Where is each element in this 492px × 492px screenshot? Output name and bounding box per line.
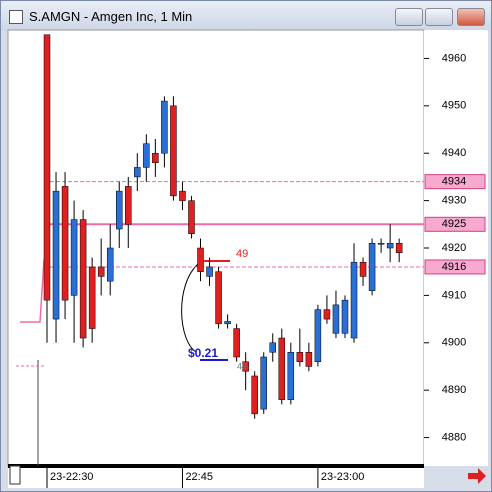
price-level-label: 4934 [442,176,466,188]
price-level-box [424,174,486,190]
candle-body [179,190,186,201]
price-axis [424,30,488,466]
candle-body [134,167,141,178]
scroll-handle[interactable] [9,465,21,485]
candle-body [287,352,295,400]
y-tick-label: 4930 [442,195,466,207]
candle-body [350,261,358,339]
candle-body [305,352,313,367]
candle-body [359,261,367,277]
annotation: $0.21 [188,346,218,360]
window-icon [9,10,23,24]
candle-body [233,328,240,358]
x-tick-label: 23-23:00 [321,471,364,483]
x-tick-label: 23-22:30 [50,471,93,483]
candle-body [323,309,331,320]
y-tick-label: 4920 [442,242,466,254]
y-tick-label: 4880 [442,431,466,443]
candle-body [70,219,78,296]
y-tick-label: 4900 [442,337,466,349]
candle-body [314,309,322,362]
candle-body [161,100,168,154]
candle-body [143,143,150,168]
plot-area [7,29,425,467]
candle-body [278,337,286,400]
candle-body [88,266,96,329]
candle-body [395,243,403,253]
price-level-box [424,259,486,275]
time-axis [8,466,424,488]
candle-body [368,243,376,291]
candle-body [188,200,195,235]
candle-body [215,271,222,325]
candle-body [61,186,69,301]
close-button[interactable] [457,8,485,26]
x-tick-label: 22:45 [185,471,213,483]
minimize-button[interactable] [395,8,423,26]
y-tick-label: 4940 [442,147,466,159]
candle-body [224,321,231,325]
y-tick-label: 4960 [442,52,466,64]
candle-body [106,247,114,282]
y-tick-label: 4890 [442,384,466,396]
candle-body [115,190,123,230]
candle-body [377,243,385,245]
candle-body [386,243,394,249]
candle-body [260,356,267,410]
candle-body [206,266,213,277]
annotation: 49 [237,361,247,371]
candle-body [152,152,159,163]
candle-body [97,266,105,277]
annotation: 49 [236,248,248,260]
y-tick-label: 4950 [442,100,466,112]
y-tick-label: 4910 [442,289,466,301]
maximize-button[interactable] [425,8,453,26]
candle-body [341,299,349,334]
price-level-box [424,216,486,232]
annotation-arc [181,263,199,353]
candle-body [52,190,60,320]
candle-body [125,186,132,225]
candle-body [197,247,204,272]
window-title: S.AMGN - Amgen Inc, 1 Min [29,9,193,24]
candle-body [43,34,51,301]
candle-body [242,361,249,372]
price-level-label: 4916 [442,261,466,273]
candle-body [251,375,258,415]
scroll-arrow[interactable] [468,468,486,484]
price-level-label: 4925 [442,218,466,230]
candle-body [170,105,177,197]
candle-body [269,342,276,353]
candle-body [296,352,304,362]
candle-body [332,304,340,334]
candle-body [79,219,87,339]
